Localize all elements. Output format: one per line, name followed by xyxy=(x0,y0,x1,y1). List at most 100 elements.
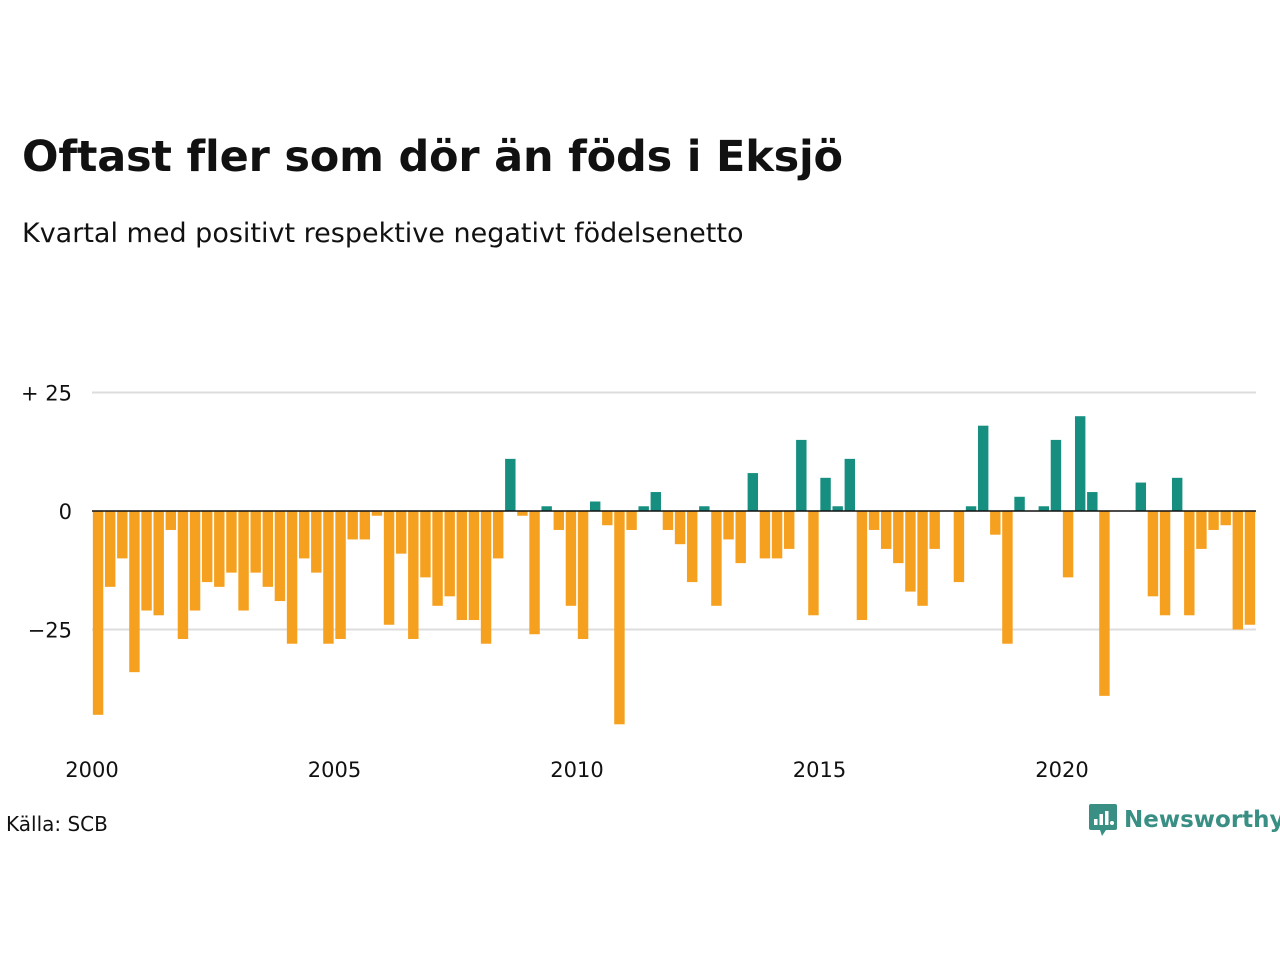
bar: 2011 K2: 1 xyxy=(638,506,649,511)
bar: 2000 K3: -10 xyxy=(117,511,128,559)
bar: 2007 K2: -18 xyxy=(444,511,455,597)
bar: 2009 K4: -20 xyxy=(565,511,577,606)
bar: 2001 K3: -4 xyxy=(165,511,177,530)
bar: 2013 K3: 8 xyxy=(747,473,759,511)
bar: 2023 K1: -4 xyxy=(1208,511,1219,530)
bar: 2012 K4: -20 xyxy=(711,511,722,606)
bar: 2023 K2: -3 xyxy=(1220,511,1231,526)
bar: 2008 K2: -10 xyxy=(492,511,504,559)
bar: 2006 K3: -27 xyxy=(408,511,419,639)
x-tick-label: 2000 xyxy=(65,758,118,782)
bar: 2023 K3: -25 xyxy=(1232,511,1244,630)
bar: 2021 K3: 6 xyxy=(1135,482,1147,511)
y-tick-label: + 25 xyxy=(21,382,72,406)
bar: 2004 K2: -10 xyxy=(298,511,310,559)
chart-title: Oftast fler som dör än föds i Eksjö xyxy=(22,132,843,182)
bar: 2016 K1: -4 xyxy=(868,511,880,530)
bar: 2023 K4: -24 xyxy=(1244,511,1256,625)
chart-subtitle: Kvartal med positivt respektive negativt… xyxy=(22,218,744,249)
bar: 2022 K2: 7 xyxy=(1171,477,1183,511)
gridlines xyxy=(92,391,1256,631)
bar: 2001 K4: -27 xyxy=(177,511,189,639)
y-axis-labels: + 25 0 −25 xyxy=(21,382,72,643)
bar: 2001 K1: -21 xyxy=(141,511,152,611)
bar: 2020 K1: -14 xyxy=(1062,511,1074,578)
bar: 2022 K3: -22 xyxy=(1184,511,1195,616)
bar: 2014 K4: -22 xyxy=(808,511,819,616)
bar: 2019 K1: 3 xyxy=(1014,496,1025,511)
bar: 2000 K1: -43 xyxy=(92,511,104,715)
x-tick-label: 2010 xyxy=(550,758,603,782)
bar: 2000 K2: -16 xyxy=(104,511,116,587)
newsworthy-logo-icon xyxy=(1089,804,1117,836)
bar: 2016 K2: -8 xyxy=(880,511,892,549)
x-tick-label: 2015 xyxy=(793,758,846,782)
bar: 2010 K3: -3 xyxy=(602,511,613,526)
bar: 2019 K3: 1 xyxy=(1038,506,1050,511)
bar: 2015 K2: 1 xyxy=(832,506,843,511)
bar: 2009 K1: -26 xyxy=(529,511,540,635)
bar: 2011 K1: -4 xyxy=(626,511,637,530)
bar: 2005 K2: -6 xyxy=(347,511,358,540)
bar: 2014 K1: -10 xyxy=(771,511,783,559)
bar: 2013 K2: -11 xyxy=(735,511,746,564)
bar: 2020 K2: 20 xyxy=(1074,416,1086,511)
brand-name: Newsworthy xyxy=(1124,807,1280,833)
bar: 2018 K4: -28 xyxy=(1002,511,1013,644)
bar: 2001 K2: -22 xyxy=(153,511,164,616)
bar: 2010 K2: 2 xyxy=(589,501,601,511)
bar: 2000 K4: -34 xyxy=(129,511,140,673)
bar: 2002 K2: -15 xyxy=(201,511,213,583)
bar: 2017 K4: -15 xyxy=(953,511,965,583)
bar: 2012 K3: 1 xyxy=(699,506,710,511)
bar: 2007 K3: -23 xyxy=(456,511,468,621)
bar: 2002 K4: -13 xyxy=(226,511,237,573)
bar: 2006 K2: -9 xyxy=(395,511,407,554)
bar: 2004 K1: -28 xyxy=(286,511,298,644)
x-axis-labels: 2000 2005 2010 2015 2020 xyxy=(65,758,1088,782)
bar: 2008 K1: -28 xyxy=(480,511,492,644)
y-tick-label: 0 xyxy=(59,500,72,524)
bar: 2014 K2: -8 xyxy=(783,511,795,549)
bar: 2010 K4: -45 xyxy=(614,511,625,725)
bar: 2005 K1: -27 xyxy=(335,511,346,639)
bar: 2008 K4: -1 xyxy=(517,511,528,516)
bar: 2003 K4: -19 xyxy=(274,511,286,602)
bar: 2013 K1: -6 xyxy=(723,511,734,540)
bar: 2020 K3: 4 xyxy=(1087,492,1098,511)
bar: 2006 K4: -14 xyxy=(420,511,431,578)
bar: 2014 K3: 15 xyxy=(796,439,807,511)
bar: 2006 K1: -24 xyxy=(383,511,395,625)
bar: 2007 K4: -23 xyxy=(468,511,480,621)
bar: 2005 K4: -1 xyxy=(371,511,383,516)
source-note: Källa: SCB xyxy=(6,812,108,836)
bar: 2004 K4: -28 xyxy=(323,511,334,644)
y-tick-label: −25 xyxy=(28,619,72,643)
bar: 2015 K4: -23 xyxy=(856,511,868,621)
bar: 2013 K4: -10 xyxy=(759,511,771,559)
bar: 2009 K2: 1 xyxy=(541,506,552,511)
bar: 2015 K1: 7 xyxy=(820,477,831,511)
x-tick-label: 2020 xyxy=(1035,758,1088,782)
bar: 2016 K3: -11 xyxy=(893,511,904,564)
bar: 2003 K2: -13 xyxy=(250,511,261,573)
bar: 2018 K2: 18 xyxy=(977,425,989,511)
bar: 2004 K3: -13 xyxy=(311,511,322,573)
bar: 2003 K3: -16 xyxy=(262,511,274,587)
bar: 2020 K4: -39 xyxy=(1099,511,1110,696)
bar: 2012 K1: -7 xyxy=(674,511,686,545)
bar: 2005 K3: -6 xyxy=(359,511,371,540)
bar: 2016 K4: -17 xyxy=(905,511,916,592)
bar: 2011 K4: -4 xyxy=(662,511,674,530)
bar: 2003 K1: -21 xyxy=(238,511,249,611)
bars: 2000 K1: -432000 K2: -162000 K3: -102000… xyxy=(92,416,1256,725)
bar: 2011 K3: 4 xyxy=(650,492,662,511)
bar: 2019 K4: 15 xyxy=(1050,439,1062,511)
bar: 2015 K3: 11 xyxy=(844,458,856,511)
bar: 2018 K1: 1 xyxy=(965,506,977,511)
bar: 2017 K2: -8 xyxy=(929,511,940,549)
bar: 2018 K3: -5 xyxy=(990,511,1001,535)
brand: Newsworthy xyxy=(1088,802,1280,838)
bar: 2002 K3: -16 xyxy=(214,511,225,587)
